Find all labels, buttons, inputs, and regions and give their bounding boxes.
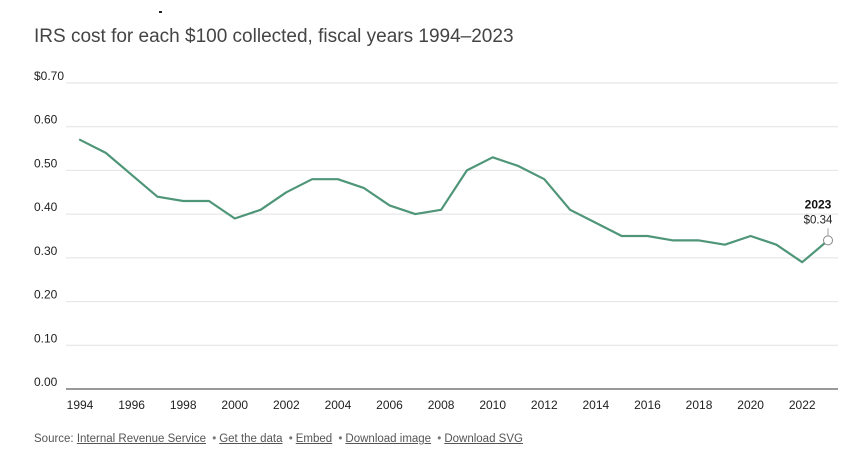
data-point — [439, 208, 443, 212]
embed-link[interactable]: Embed — [295, 433, 333, 445]
data-point — [259, 208, 263, 212]
data-point — [671, 238, 675, 242]
x-tick-label: 1996 — [118, 398, 145, 412]
chart-title: IRS cost for each $100 collected, fiscal… — [34, 26, 514, 47]
highlight-marker — [823, 235, 833, 246]
data-point — [233, 217, 237, 221]
data-point — [568, 208, 572, 212]
y-tick-label: 0.50 — [34, 156, 58, 170]
x-tick-label: 2018 — [686, 398, 713, 412]
x-tick-label: 2006 — [376, 398, 403, 412]
data-point — [491, 155, 495, 159]
y-axis-ticks: 0.00 0.10 0.20 0.30 0.40 0.50 0.60 $0.70 — [34, 69, 64, 389]
data-point — [465, 168, 469, 172]
y-tick-label: $0.70 — [34, 69, 64, 83]
x-tick-label: 2022 — [789, 398, 816, 412]
source-link-irs[interactable]: Internal Revenue Service — [76, 433, 206, 445]
highlight-value-label: $0.34 — [804, 214, 833, 226]
data-point — [310, 177, 314, 181]
source-line: Source: Internal Revenue Service • Get th… — [34, 433, 523, 445]
data-point — [284, 190, 288, 194]
x-tick-label: 2012 — [531, 398, 558, 412]
y-tick-label: 0.10 — [34, 331, 58, 345]
data-point — [697, 238, 701, 242]
data-point — [645, 234, 649, 238]
data-point — [516, 164, 520, 168]
data-point — [749, 234, 753, 238]
x-tick-label: 2002 — [273, 398, 300, 412]
x-tick-label: 1998 — [170, 398, 197, 412]
data-point — [207, 199, 211, 203]
data-point — [542, 177, 546, 181]
x-tick-label: 2016 — [634, 398, 661, 412]
top-mark — [159, 11, 162, 13]
data-point — [104, 151, 108, 155]
y-tick-label: 0.00 — [34, 375, 58, 389]
y-tick-label: 0.60 — [34, 113, 58, 127]
x-tick-label: 2010 — [479, 398, 506, 412]
data-point — [800, 260, 804, 264]
x-tick-label: 1994 — [67, 398, 94, 412]
separator: • — [288, 433, 293, 445]
separator: • — [437, 433, 442, 445]
x-axis-ticks: 1994 1996 1998 2000 2002 2004 2006 2008 2010 2012… — [67, 398, 816, 412]
y-tick-label: 0.30 — [34, 244, 58, 258]
data-point — [594, 221, 598, 225]
data-point — [413, 212, 417, 216]
data-point — [155, 195, 159, 199]
data-point — [130, 173, 134, 177]
download-svg-link[interactable]: Download SVG — [444, 433, 523, 445]
highlight-year-label: 2023 — [805, 197, 832, 211]
source-prefix: Source: — [34, 433, 74, 445]
data-point — [78, 138, 82, 142]
x-tick-label: 2000 — [221, 398, 248, 412]
y-tick-label: 0.20 — [34, 288, 58, 302]
data-point — [723, 243, 727, 247]
data-point — [620, 234, 624, 238]
series-line — [78, 138, 830, 264]
series — [78, 138, 830, 264]
data-point — [181, 199, 185, 203]
x-tick-label: 2014 — [583, 398, 610, 412]
separator: • — [212, 433, 217, 445]
gridlines — [66, 82, 838, 390]
download-image-link[interactable]: Download image — [345, 433, 432, 445]
highlight-annotation: 2023 $0.34 — [804, 197, 833, 246]
x-tick-label: 2008 — [428, 398, 455, 412]
data-point — [336, 177, 340, 181]
data-point — [362, 186, 366, 190]
x-tick-label: 2020 — [737, 398, 764, 412]
x-tick-label: 2004 — [325, 398, 352, 412]
get-the-data-link[interactable]: Get the data — [219, 433, 283, 445]
y-tick-label: 0.40 — [34, 200, 58, 214]
data-point — [774, 243, 778, 247]
line-chart: 0.000.100.200.300.400.500.60$0.70 1994 19… — [34, 69, 838, 412]
separator: • — [338, 433, 343, 445]
data-point — [388, 203, 392, 207]
